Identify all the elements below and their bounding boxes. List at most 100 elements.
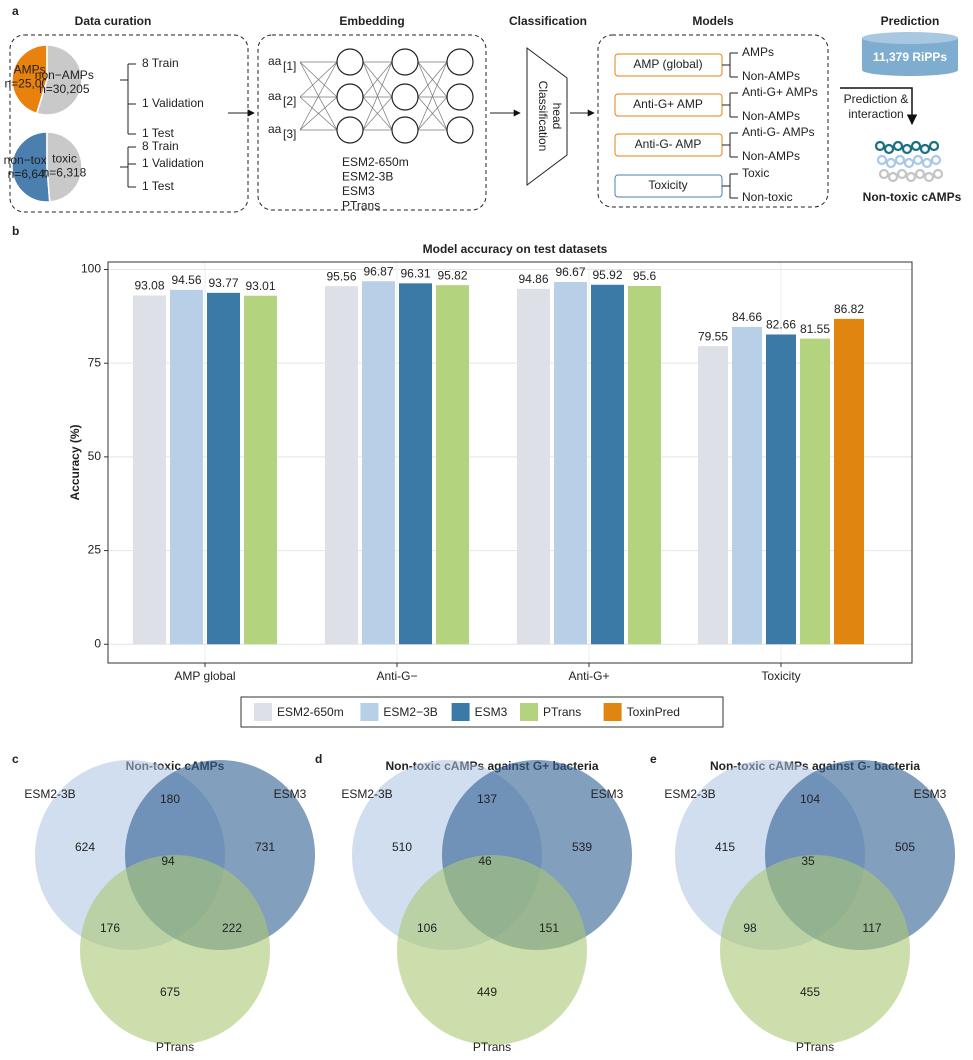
input-subscript: [2]	[283, 94, 296, 108]
peptide-bead	[896, 168, 908, 180]
set-label: ESM2-3B	[341, 787, 392, 801]
panel-label: b	[12, 224, 19, 238]
peptide-bead	[905, 171, 917, 183]
bar-value-label: 81.55	[800, 322, 830, 336]
embedding-model: ESM2-3B	[342, 170, 393, 184]
region-count: 415	[715, 840, 735, 854]
pie-label: toxic	[52, 151, 77, 165]
section-title: Embedding	[339, 14, 404, 28]
bar	[517, 288, 550, 645]
bar-value-label: 79.55	[698, 329, 728, 343]
region-count: 117	[862, 921, 881, 935]
region-count: 222	[222, 921, 242, 935]
region-count: 137	[477, 792, 497, 806]
split-label: 1 Validation	[142, 96, 204, 110]
model-output: Non-toxic	[742, 190, 793, 204]
set-label: PTrans	[796, 1040, 834, 1054]
peptide-bead	[874, 140, 886, 152]
bar	[133, 295, 166, 645]
region-count: 505	[895, 840, 915, 854]
legend-label: ESM2-650m	[277, 705, 344, 719]
legend-swatch	[451, 703, 470, 721]
bar	[207, 292, 240, 645]
x-tick-label: Anti-G−	[376, 669, 417, 683]
bar	[325, 286, 358, 645]
region-count: 176	[100, 921, 120, 935]
set-label: ESM3	[591, 787, 624, 801]
network-node	[391, 83, 419, 111]
peptide-bead	[930, 154, 942, 166]
set-label: PTrans	[473, 1040, 511, 1054]
legend-swatch	[360, 703, 379, 721]
legend-swatch	[254, 703, 272, 721]
model-output: Anti-G+ AMPs	[742, 85, 818, 99]
region-count: 46	[478, 854, 492, 868]
plot-frame	[107, 261, 913, 664]
model-output: AMPs	[742, 45, 774, 59]
section-title: Data curation	[75, 14, 152, 28]
y-axis-label: Accuracy (%)	[68, 424, 82, 500]
database-label: 11,379 RiPPs	[873, 50, 947, 64]
peptide-bead	[892, 140, 904, 152]
bar	[591, 284, 624, 645]
bar-value-label: 95.6	[633, 269, 657, 283]
prediction-arrow	[840, 87, 918, 126]
region-count: 449	[477, 985, 497, 999]
region-count: 455	[800, 985, 820, 999]
venn-set	[720, 855, 910, 1045]
bar-value-label: 96.31	[400, 266, 430, 280]
peptide-bead	[914, 168, 926, 180]
peptide-bead	[903, 157, 915, 169]
y-tick-label: 0	[94, 636, 101, 650]
input-label: aa	[268, 122, 282, 136]
input-subscript: [1]	[283, 59, 296, 73]
x-tick-label: Anti-G+	[568, 669, 609, 683]
bar	[698, 346, 728, 645]
bar-value-label: 94.56	[171, 273, 201, 287]
peptide-bead	[912, 154, 924, 166]
pie-segment	[46, 131, 83, 203]
bar-value-label: 93.01	[245, 279, 275, 293]
model-name: Anti-G+ AMP	[633, 97, 703, 111]
panel-label: d	[315, 752, 322, 766]
set-label: ESM2-3B	[664, 787, 715, 801]
region-count: 731	[255, 840, 275, 854]
set-label: ESM3	[274, 787, 307, 801]
region-count: 180	[160, 792, 180, 806]
bar	[554, 281, 587, 645]
embedding-box	[257, 34, 487, 211]
head-label: head	[550, 103, 564, 130]
set-label: ESM2-3B	[24, 787, 75, 801]
model-name: AMP (global)	[633, 57, 702, 71]
split-label: 1 Validation	[142, 156, 204, 170]
panel-label: e	[650, 752, 657, 766]
venn-set	[80, 855, 270, 1045]
network-node	[391, 116, 419, 144]
input-subscript: [3]	[283, 127, 296, 141]
classification-head	[526, 47, 568, 186]
bar	[834, 318, 864, 645]
head-label: Classification	[536, 81, 550, 152]
panel-label: c	[12, 752, 19, 766]
region-count: 94	[161, 854, 175, 868]
arrow-label: interaction	[848, 107, 903, 121]
pie-value: n=30,205	[39, 82, 90, 96]
bar-value-label: 95.82	[437, 268, 467, 282]
input-label: aa	[268, 54, 282, 68]
bar	[732, 326, 762, 645]
chart-title: Model accuracy on test datasets	[423, 242, 608, 256]
pie-label: non−AMPs	[35, 68, 94, 82]
model-output: Anti-G- AMPs	[742, 125, 815, 139]
network-node	[336, 48, 364, 76]
network-edge	[362, 96, 393, 131]
embedding-model: PTrans	[342, 199, 380, 213]
region-count: 675	[160, 985, 180, 999]
network-edge	[299, 96, 338, 131]
y-tick-label: 100	[81, 262, 101, 276]
input-label: aa	[268, 89, 282, 103]
y-tick-label: 50	[88, 449, 102, 463]
network-node	[446, 116, 474, 144]
peptide-bead	[928, 140, 940, 152]
bar-value-label: 95.92	[592, 268, 622, 282]
